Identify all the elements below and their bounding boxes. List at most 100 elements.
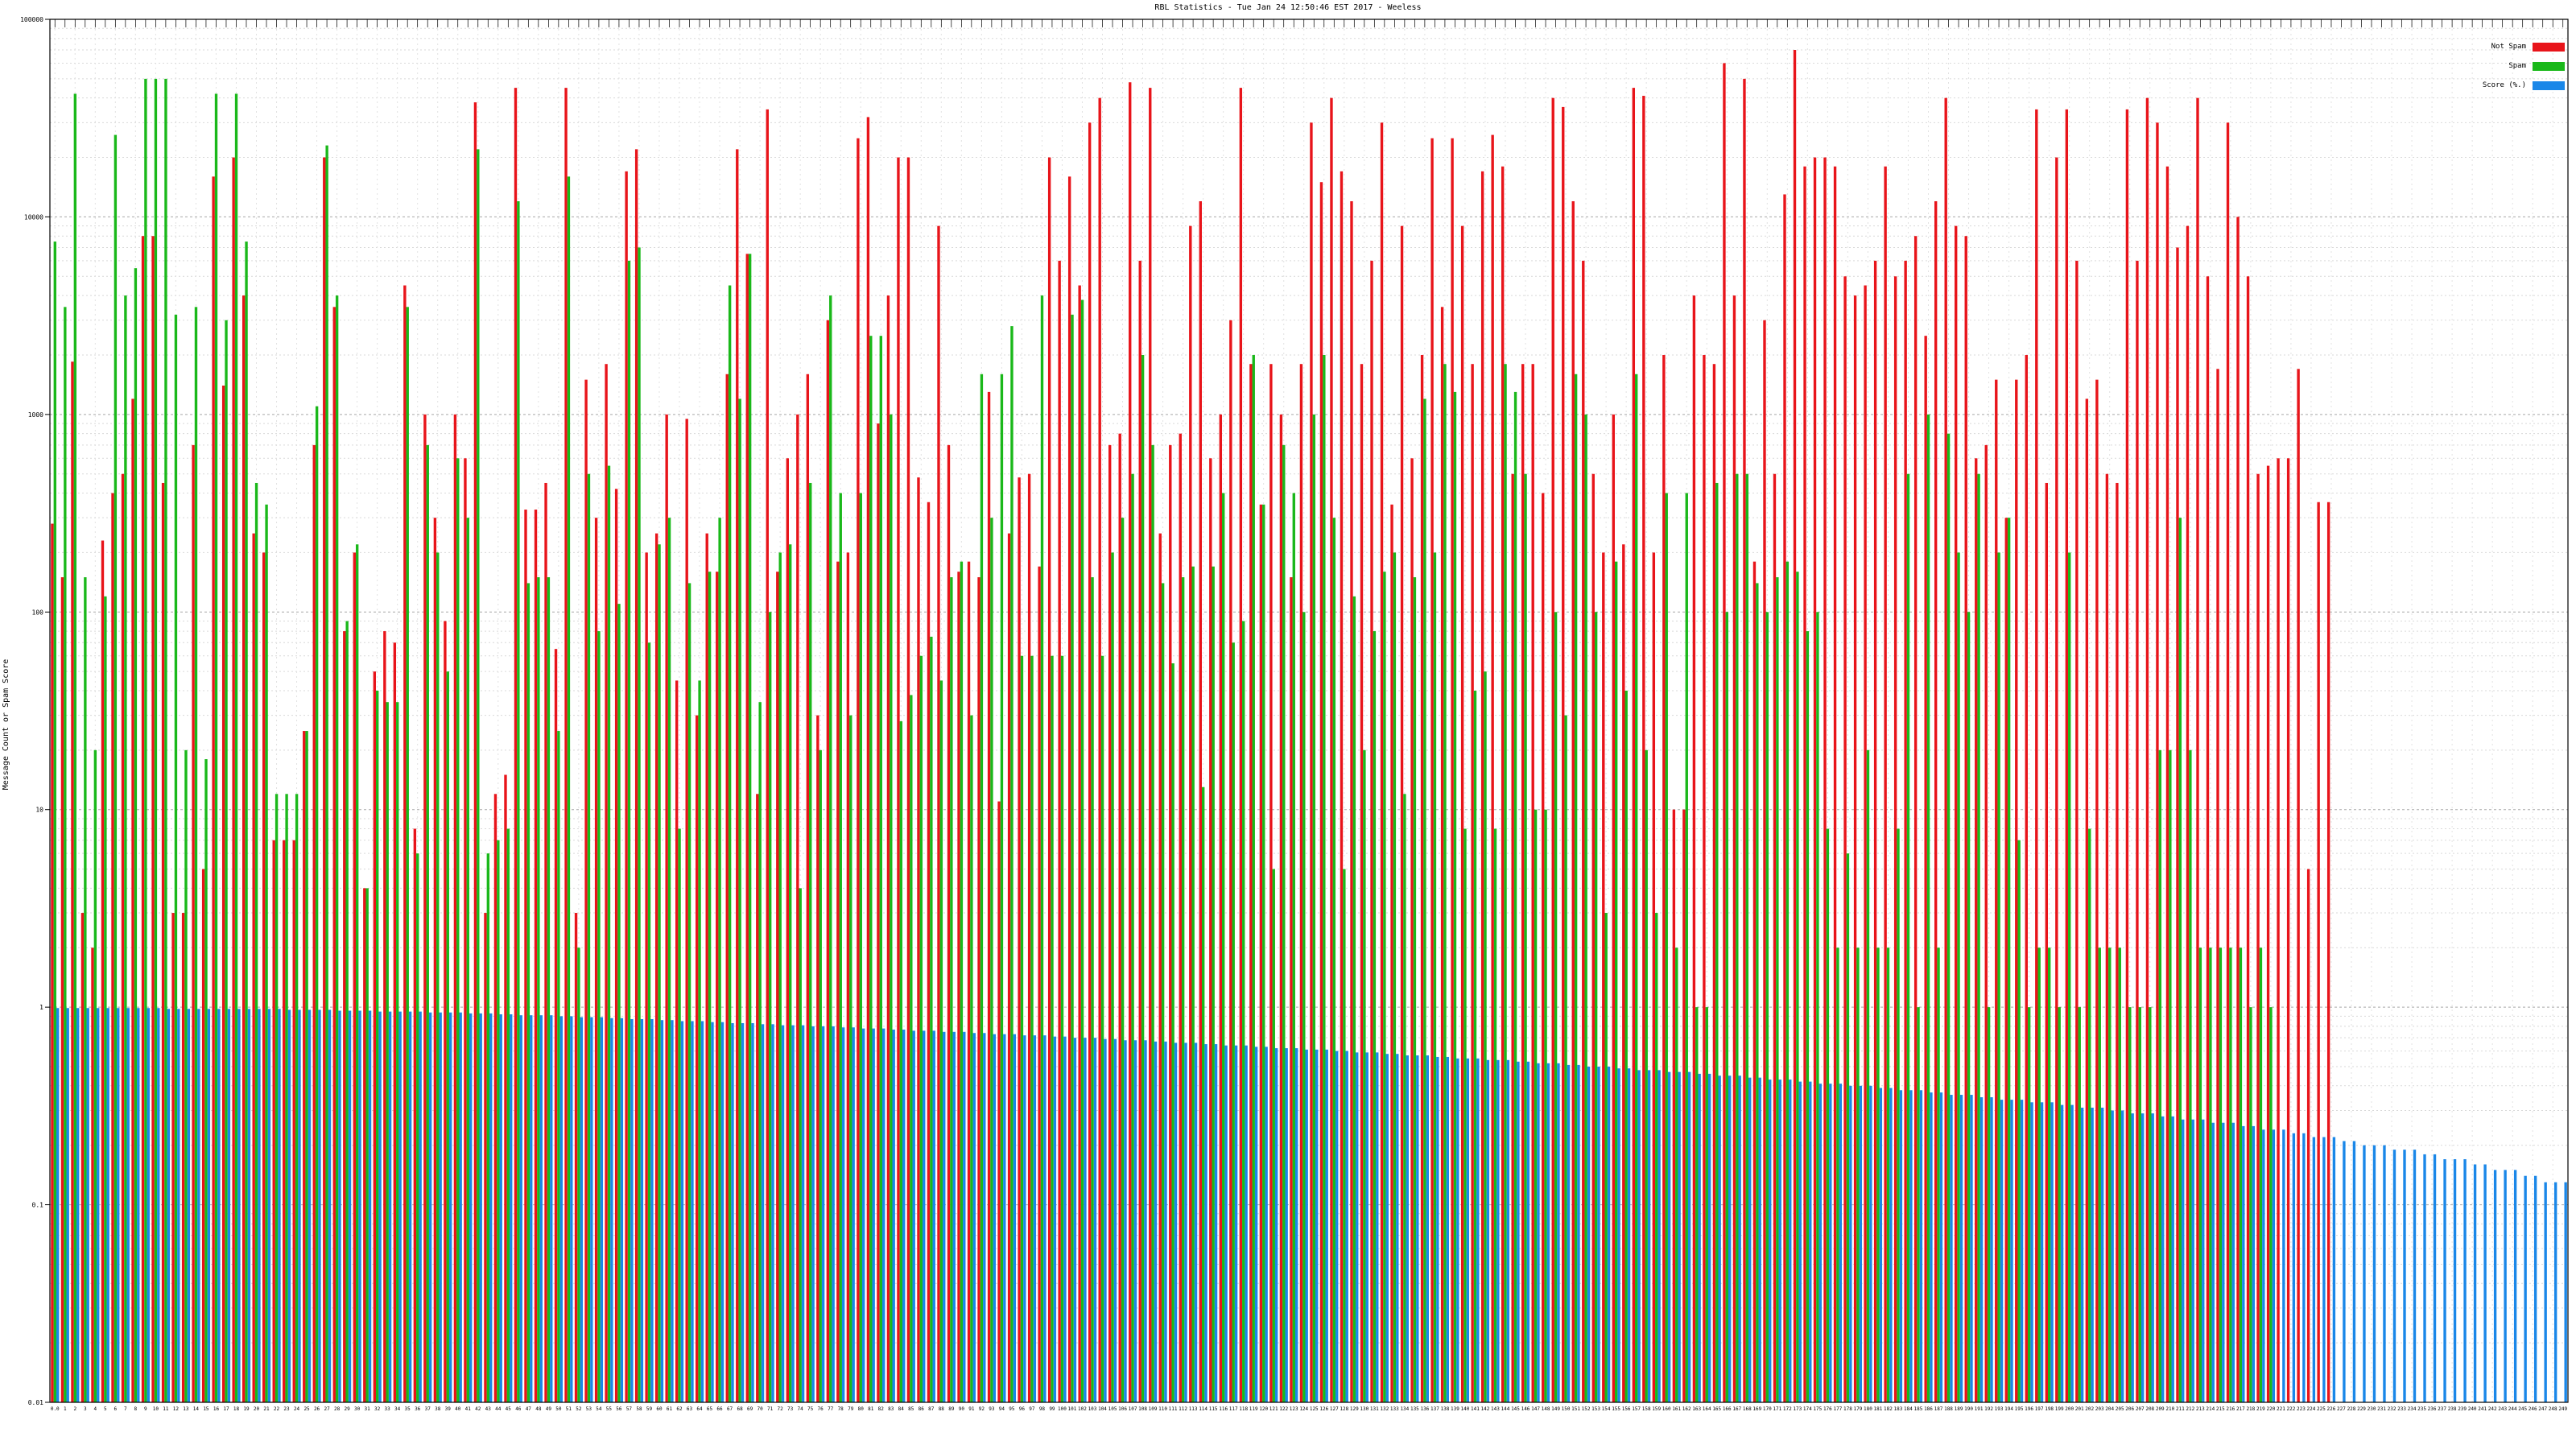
- bar-not-spam: [212, 176, 215, 1403]
- bar-not-spam: [121, 473, 125, 1402]
- bar-spam: [1655, 913, 1658, 1402]
- bar-spam: [305, 731, 308, 1402]
- bar-score: [751, 1023, 754, 1402]
- x-tick-label: 102: [1078, 1406, 1087, 1412]
- bar-not-spam: [2196, 97, 2199, 1402]
- bar-not-spam: [1873, 260, 1877, 1402]
- bar-spam: [1141, 354, 1145, 1402]
- bar-spam: [1393, 552, 1397, 1403]
- bar-score: [1335, 1051, 1339, 1402]
- x-tick-label: 189: [1955, 1406, 1963, 1412]
- bar-score: [66, 1008, 69, 1402]
- bar-spam: [1000, 374, 1004, 1402]
- bar-not-spam: [1078, 285, 1081, 1402]
- bar-score: [821, 1026, 825, 1402]
- bar-spam: [1937, 947, 1940, 1402]
- bar-not-spam: [101, 540, 105, 1403]
- bar-spam: [2249, 1007, 2252, 1402]
- bar-not-spam: [1531, 364, 1534, 1403]
- bar-not-spam: [1934, 200, 1938, 1402]
- bar-spam: [1151, 444, 1154, 1402]
- bar-not-spam: [1430, 138, 1434, 1403]
- bar-spam: [597, 631, 601, 1402]
- x-tick-label: 1: [64, 1406, 67, 1412]
- x-tick-label: 195: [2015, 1406, 2024, 1412]
- bar-score: [408, 1011, 412, 1402]
- x-tick-label: 210: [2165, 1406, 2174, 1412]
- bar-not-spam: [1944, 97, 1947, 1402]
- bar-score: [1133, 1040, 1137, 1402]
- x-tick-label: 9: [144, 1406, 147, 1412]
- bar-score: [660, 1020, 664, 1402]
- bar-score: [157, 1008, 160, 1402]
- bar-spam: [1423, 398, 1426, 1402]
- x-tick-label: 52: [576, 1406, 582, 1412]
- x-tick-label: 50: [555, 1406, 562, 1412]
- bar-score: [2392, 1150, 2396, 1402]
- bar-spam: [910, 695, 913, 1402]
- bar-spam: [748, 254, 752, 1402]
- bar-score: [2493, 1170, 2497, 1402]
- bar-spam: [466, 518, 469, 1402]
- bar-score: [1748, 1077, 1752, 1402]
- legend-item-spam: Spam: [2483, 56, 2565, 76]
- bar-score: [1657, 1070, 1661, 1402]
- bar-not-spam: [605, 364, 608, 1403]
- x-tick-label: 169: [1752, 1406, 1761, 1412]
- x-tick-label: 99: [1049, 1406, 1055, 1412]
- bar-not-spam: [514, 88, 518, 1402]
- bar-spam: [365, 888, 369, 1402]
- bar-not-spam: [353, 552, 356, 1403]
- x-tick-label: 98: [1039, 1406, 1046, 1412]
- bar-score: [2433, 1154, 2437, 1402]
- x-tick-label: 198: [2045, 1406, 2054, 1412]
- x-tick-label: 106: [1118, 1406, 1127, 1412]
- bar-score: [2463, 1159, 2467, 1402]
- bar-score: [1063, 1036, 1067, 1402]
- bar-spam: [1262, 504, 1265, 1402]
- bar-spam: [104, 596, 107, 1402]
- bar-score: [1305, 1049, 1308, 1402]
- bar-not-spam: [736, 149, 739, 1402]
- x-tick-label: 66: [716, 1406, 723, 1412]
- bar-score: [923, 1030, 926, 1402]
- x-tick-label: 171: [1773, 1406, 1781, 1412]
- bar-spam: [768, 612, 772, 1402]
- bar-score: [1667, 1071, 1671, 1402]
- x-tick-label: 237: [2438, 1406, 2446, 1412]
- bar-spam: [919, 655, 923, 1402]
- bar-score: [1043, 1035, 1046, 1402]
- bar-spam: [426, 444, 429, 1402]
- bar-not-spam: [1773, 473, 1777, 1402]
- x-tick-label: 24: [294, 1406, 300, 1412]
- bar-score: [2140, 1113, 2145, 1402]
- bar-not-spam: [393, 642, 397, 1402]
- x-tick-label: 230: [2368, 1406, 2376, 1412]
- x-tick-label: 67: [727, 1406, 733, 1412]
- bar-not-spam: [413, 828, 417, 1402]
- bar-spam: [939, 680, 943, 1402]
- bar-score: [539, 1015, 543, 1402]
- bar-not-spam: [2055, 157, 2058, 1402]
- bar-not-spam: [1269, 364, 1273, 1403]
- bar-spam: [687, 583, 691, 1402]
- bar-score: [1113, 1038, 1117, 1402]
- x-tick-label: 115: [1209, 1406, 1218, 1412]
- bar-not-spam: [1290, 577, 1293, 1402]
- x-tick-label: 55: [606, 1406, 613, 1412]
- bar-spam: [1272, 869, 1275, 1402]
- bar-spam: [406, 307, 409, 1403]
- bar-spam: [799, 888, 802, 1402]
- bar-score: [2413, 1150, 2417, 1402]
- bar-spam: [1866, 749, 1870, 1402]
- bar-spam: [2098, 947, 2101, 1402]
- x-tick-label: 166: [1723, 1406, 1732, 1412]
- bar-not-spam: [2035, 109, 2038, 1403]
- bar-score: [700, 1021, 704, 1402]
- x-tick-label: 193: [1995, 1406, 2004, 1412]
- plot-frame: [49, 19, 2569, 1403]
- bar-spam: [970, 715, 973, 1402]
- bar-score: [510, 1014, 513, 1402]
- bar-not-spam: [2165, 166, 2169, 1403]
- bar-spam: [144, 78, 147, 1403]
